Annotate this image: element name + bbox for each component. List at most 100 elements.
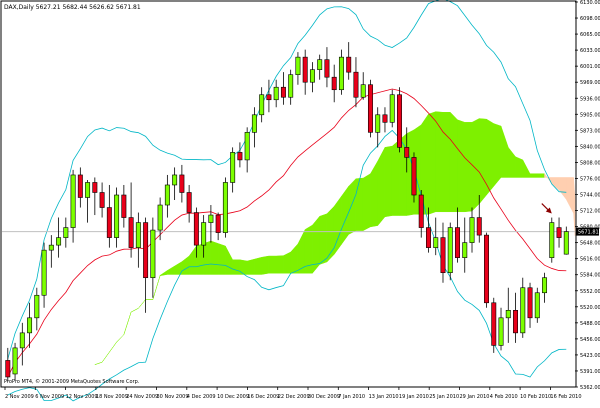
candle-body <box>426 227 431 248</box>
bear-candle <box>346 42 352 80</box>
bull-candle <box>12 342 18 380</box>
bull-candle <box>135 212 141 268</box>
y-tick-label: 5584.00 <box>580 273 600 279</box>
candle-body <box>338 56 344 91</box>
bull-candle <box>19 322 25 366</box>
cloud-segment <box>348 178 357 235</box>
bull-candle <box>48 235 54 268</box>
candle-body <box>208 214 214 223</box>
bull-candle <box>34 287 40 331</box>
candle-body <box>396 94 402 148</box>
bull-candle <box>251 107 257 148</box>
bear-candle <box>324 47 330 88</box>
cloud-segment <box>362 173 371 232</box>
cloud-segment <box>486 118 495 196</box>
x-tick-label: 29 Jan 2010 <box>460 394 490 400</box>
bear-candle <box>237 142 243 168</box>
bull-candle <box>433 217 439 256</box>
candle-body <box>215 214 221 233</box>
bull-candle <box>317 54 323 80</box>
candle-body <box>447 227 453 274</box>
candle-body <box>19 332 25 349</box>
bull-candle <box>114 187 120 248</box>
upper-band-line <box>7 0 567 360</box>
lower-band-line <box>7 129 567 402</box>
bear-candle <box>266 79 272 113</box>
cloud-segment <box>217 243 226 275</box>
candle-body <box>324 59 330 78</box>
bear-candle <box>179 164 185 203</box>
y-tick-label: 5423.00 <box>580 353 600 359</box>
candle-body <box>476 217 482 236</box>
y-tick-label: 5520.00 <box>580 305 600 311</box>
bear-candle <box>382 107 388 133</box>
candle-body <box>288 74 294 98</box>
candle-body <box>513 310 518 334</box>
x-tick-label: 6 Nov 2009 <box>35 394 64 400</box>
y-tick-label: 5616.00 <box>580 257 600 263</box>
y-tick-label: 5391.00 <box>580 369 600 375</box>
candle-body <box>556 227 562 238</box>
bull-candle <box>244 127 250 173</box>
candle-body <box>273 86 279 101</box>
cloud-segment <box>355 177 364 231</box>
bear-candle <box>367 79 373 138</box>
y-tick-label: 5680.00 <box>580 225 600 231</box>
bull-candle <box>85 179 91 223</box>
y-tick-label: 5488.00 <box>580 321 600 327</box>
x-tick-label: 19 Jan 2010 <box>399 394 429 400</box>
bull-candle <box>520 277 526 338</box>
bull-candle <box>273 79 279 108</box>
candle-body <box>520 287 526 334</box>
candle-body <box>309 69 315 83</box>
y-tick-label: 5873.00 <box>580 128 600 134</box>
candle-body <box>164 184 170 206</box>
candle-body <box>302 56 308 83</box>
candle-body <box>186 192 192 213</box>
candle-body <box>157 204 163 231</box>
bear-candle <box>280 72 286 105</box>
bull-candle <box>230 147 236 193</box>
candle-body <box>244 132 250 161</box>
cloud-segment <box>442 112 451 213</box>
candle-body <box>469 217 475 243</box>
candle-body <box>92 182 98 193</box>
bear-candle <box>5 347 11 382</box>
bull-candle <box>447 222 453 281</box>
candle-body <box>491 302 497 346</box>
x-tick-label: 25 Jan 2010 <box>429 394 459 400</box>
candle-body <box>121 194 127 218</box>
bear-candle <box>128 182 134 258</box>
candle-body <box>418 194 424 228</box>
cloud-segment <box>457 119 466 213</box>
candle-body <box>135 222 141 248</box>
bull-candle <box>63 217 69 248</box>
y-tick-label: 5808.00 <box>580 160 600 166</box>
price-label: 5671.81 <box>576 227 599 236</box>
cloud-segment <box>196 243 204 275</box>
x-tick-label: 4 Feb 2010 <box>490 394 518 400</box>
bull-candle <box>157 197 163 241</box>
x-tick-label: 10 Feb 2010 <box>520 394 551 400</box>
bear-candle <box>513 292 518 343</box>
candle-body <box>360 84 366 98</box>
plot-frame <box>0 0 577 388</box>
y-tick-label: 5776.00 <box>580 176 600 182</box>
candle-body <box>563 231 569 255</box>
candle-body <box>382 114 388 123</box>
arrow-head-icon <box>545 207 552 214</box>
x-tick-label: 16 Dec 2009 <box>247 394 279 400</box>
y-tick-label: 5552.00 <box>580 289 600 295</box>
bull-candle <box>309 62 315 93</box>
candle-body <box>172 174 178 186</box>
bull-candle <box>288 69 294 105</box>
cloud-segment <box>529 173 538 178</box>
candle-body <box>41 249 47 296</box>
candle-body <box>5 360 11 378</box>
bear-candle <box>121 184 127 228</box>
bear-candle <box>353 57 359 108</box>
bear-candle <box>476 195 482 243</box>
bull-candle <box>56 217 62 258</box>
cloud-segment <box>203 240 212 275</box>
bear-candle <box>411 152 417 203</box>
